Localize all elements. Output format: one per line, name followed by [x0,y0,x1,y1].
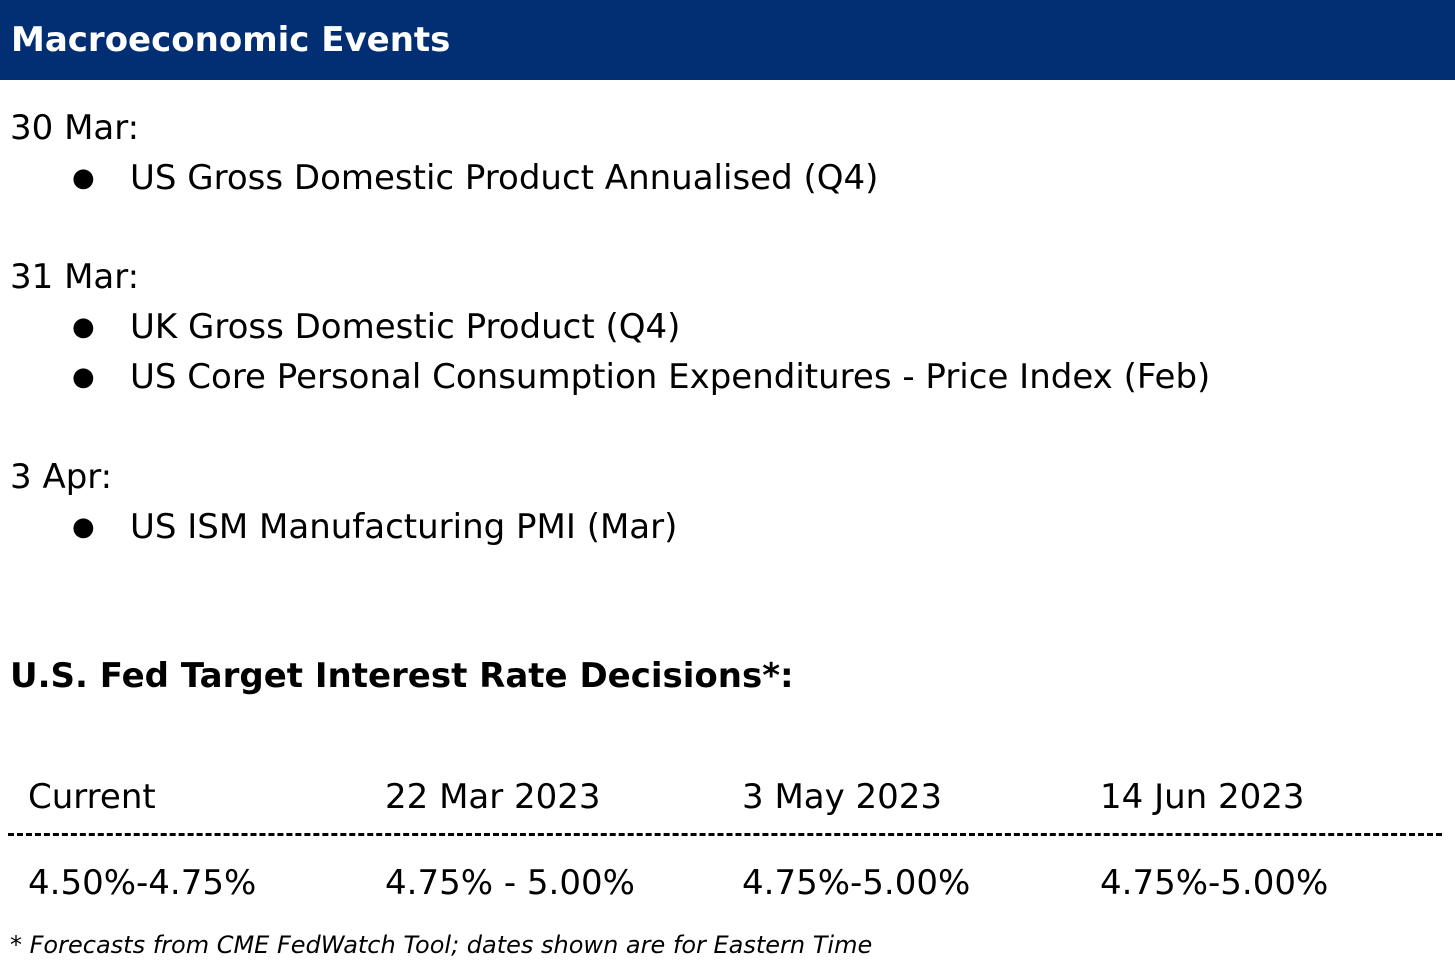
rates-value-cell: 4.50%-4.75% [28,863,257,903]
event-date-label: 3 Apr: [10,457,113,497]
page-title: Macroeconomic Events [11,20,451,60]
rates-column-header: Current [28,777,156,817]
rates-section-title: U.S. Fed Target Interest Rate Decisions*… [10,656,794,696]
event-date-label: 31 Mar: [10,257,140,297]
rates-column-header: 14 Jun 2023 [1100,777,1305,817]
event-name: US ISM Manufacturing PMI (Mar) [130,507,678,547]
dashed-divider [8,833,1442,836]
header-bar: Macroeconomic Events [0,0,1455,80]
event-date-label: 30 Mar: [10,108,140,148]
bullet-icon: ● [72,512,95,542]
bullet-icon: ● [72,163,95,193]
footnote: * Forecasts from CME FedWatch Tool; date… [10,931,873,959]
bullet-icon: ● [72,362,95,392]
event-name: US Gross Domestic Product Annualised (Q4… [130,158,879,198]
event-name: UK Gross Domestic Product (Q4) [130,307,681,347]
rates-value-cell: 4.75%-5.00% [742,863,971,903]
rates-value-cell: 4.75% - 5.00% [385,863,635,903]
rates-column-header: 3 May 2023 [742,777,943,817]
rates-column-header: 22 Mar 2023 [385,777,601,817]
rates-value-cell: 4.75%-5.00% [1100,863,1329,903]
bullet-icon: ● [72,312,95,342]
event-name: US Core Personal Consumption Expenditure… [130,357,1211,397]
